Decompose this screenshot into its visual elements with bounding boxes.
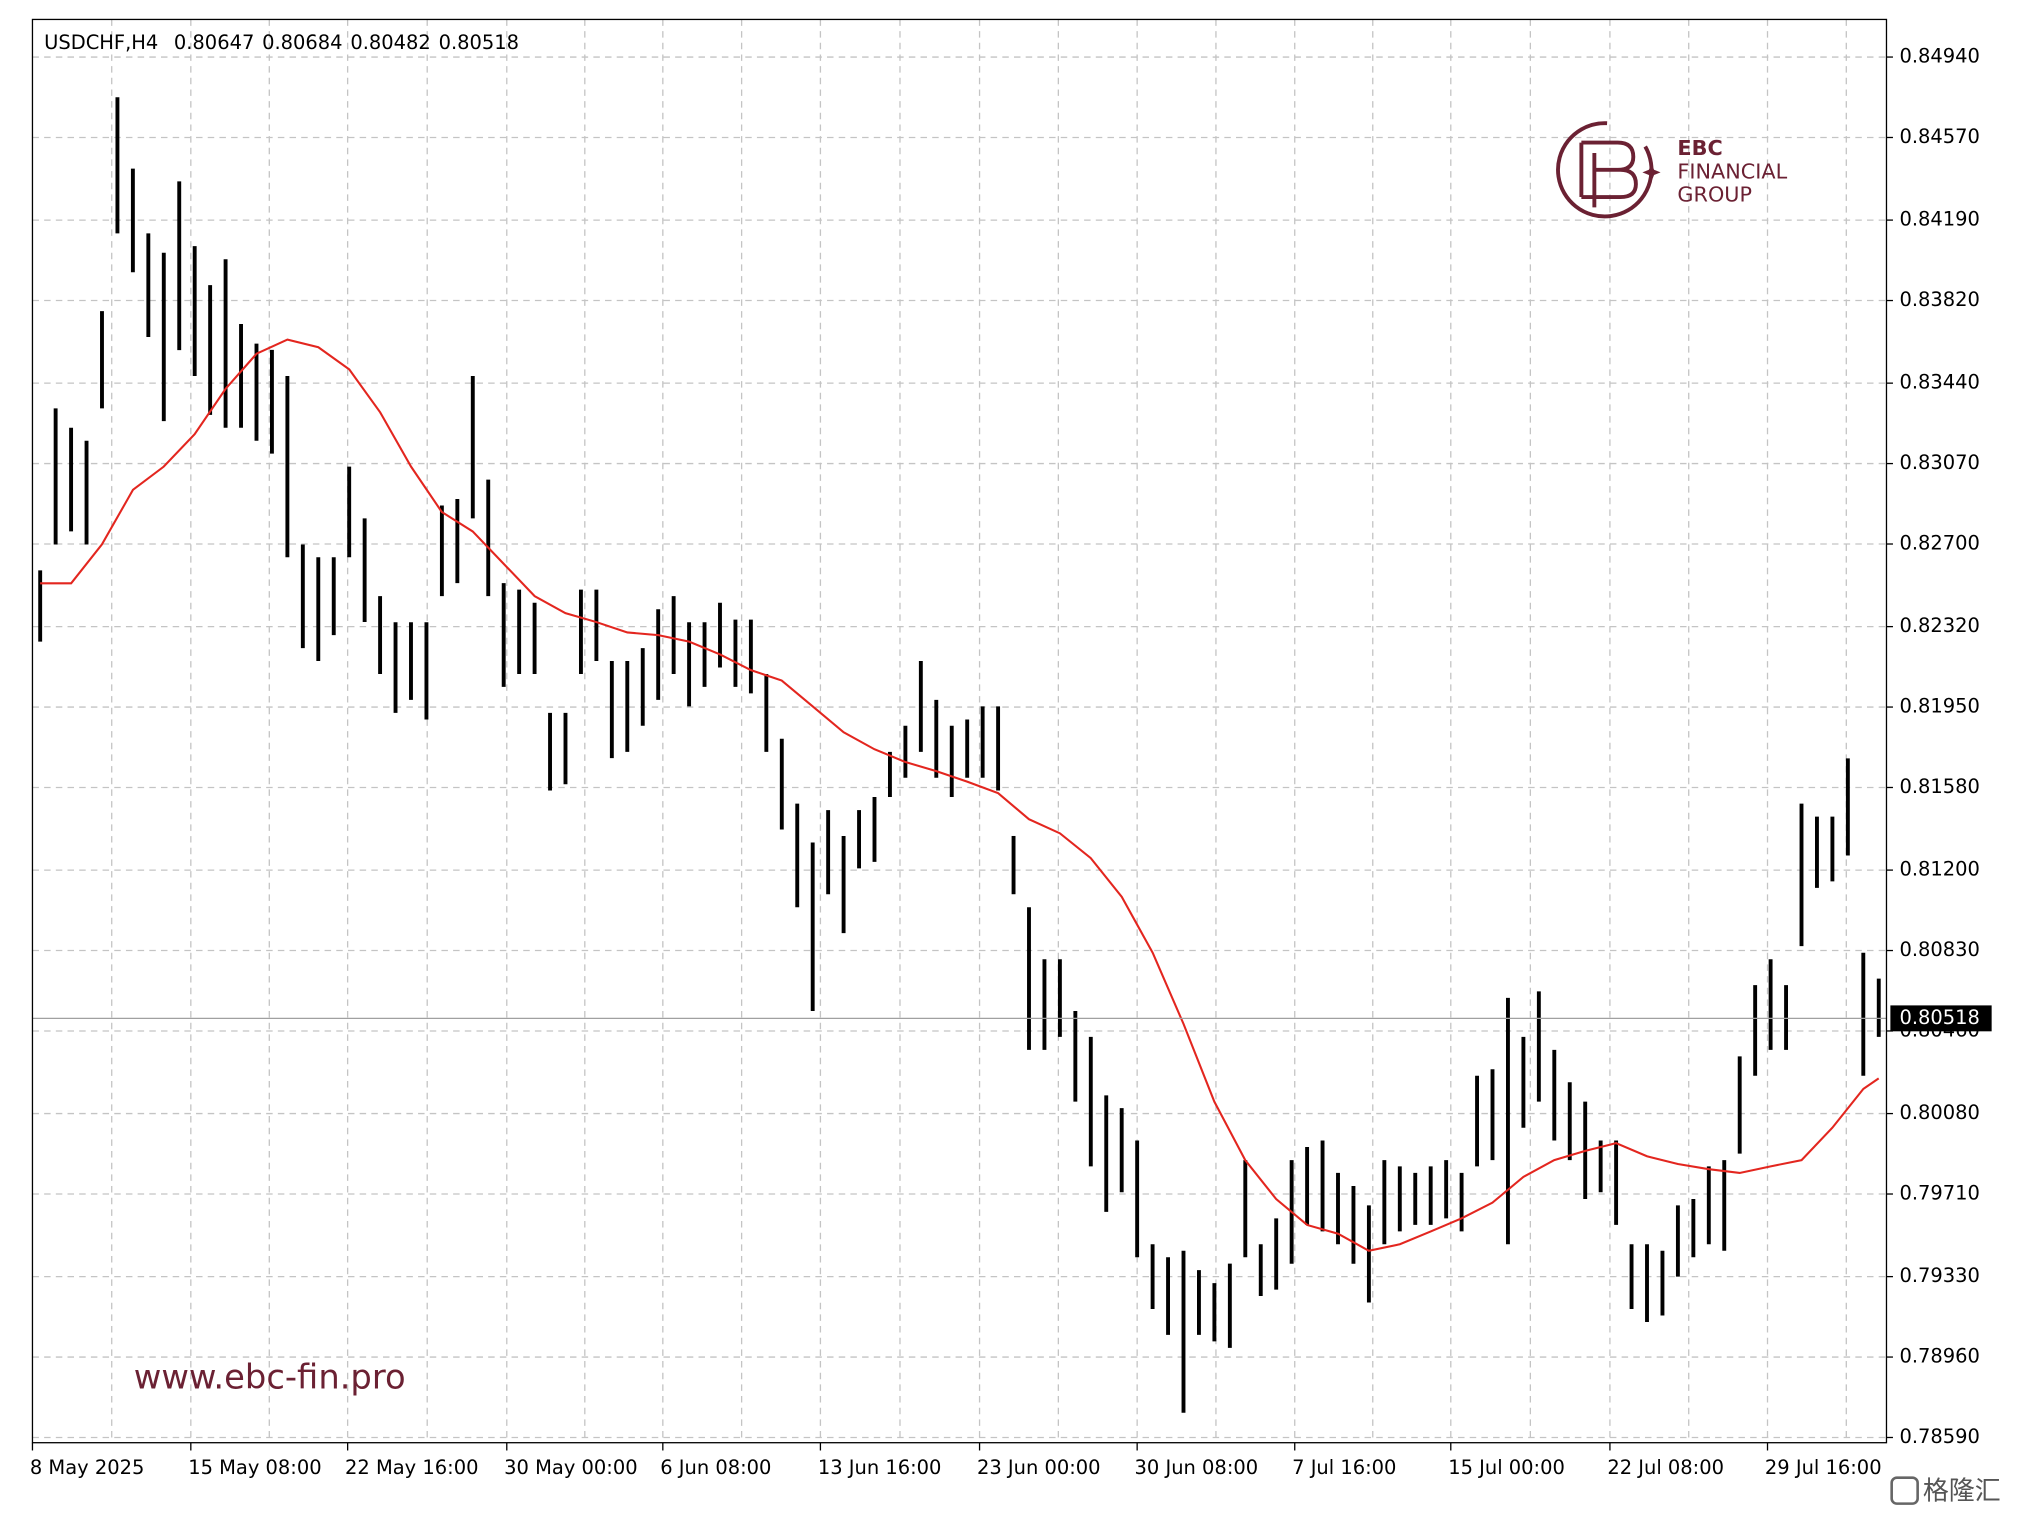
x-tick-label: 22 May 16:00 <box>345 1456 478 1479</box>
y-tick-label: 0.81950 <box>1899 695 1979 718</box>
plot-frame <box>31 18 1888 1444</box>
logo-text: EBC <box>1677 136 1722 160</box>
y-tick-label: 0.84190 <box>1899 208 1979 231</box>
x-tick-label: 22 Jul 08:00 <box>1607 1456 1724 1479</box>
logo-glyph <box>1579 140 1638 208</box>
y-tick-label: 0.83070 <box>1899 451 1979 474</box>
y-tick-label: 0.81580 <box>1899 775 1979 798</box>
watermark: www.ebc-fin.pro <box>134 1358 406 1397</box>
logo-text: GROUP <box>1677 183 1752 207</box>
y-tick-label: 0.84570 <box>1899 125 1979 148</box>
symbol: USDCHF,H4 <box>44 30 158 53</box>
grid <box>32 19 1887 1443</box>
quote: 0.80518 <box>439 30 519 53</box>
logo: EBC FINANCIAL GROUP <box>1556 121 1788 219</box>
y-tick-label: 0.80830 <box>1899 938 1979 961</box>
quote: 0.80647 <box>174 30 254 53</box>
x-tick-label: 13 Jun 16:00 <box>818 1456 942 1479</box>
y-tick-label: 0.81200 <box>1899 858 1979 881</box>
last-price-label: 0.80518 <box>1899 1006 1979 1029</box>
y-tick-label: 0.83820 <box>1899 288 1979 311</box>
moving-average <box>40 338 1880 1252</box>
corner-icon <box>1890 1476 1919 1505</box>
chart-header: USDCHF,H4 0.80647 0.80684 0.80482 0.80518 <box>44 30 519 53</box>
quote: 0.80684 <box>262 30 342 53</box>
y-tick-label: 0.78960 <box>1899 1345 1979 1368</box>
x-tick-label: 7 Jul 16:00 <box>1292 1456 1396 1479</box>
x-tick-label: 23 Jun 00:00 <box>977 1456 1101 1479</box>
y-tick-label: 0.83440 <box>1899 371 1979 394</box>
x-tick-label: 15 Jul 00:00 <box>1448 1456 1565 1479</box>
y-tick-label: 0.82320 <box>1899 614 1979 637</box>
x-tick-label: 6 Jun 08:00 <box>660 1456 771 1479</box>
y-tick-label: 0.80080 <box>1899 1101 1979 1124</box>
quote: 0.80482 <box>350 30 430 53</box>
y-tick-label: 0.79330 <box>1899 1264 1979 1287</box>
y-tick-label: 0.82700 <box>1899 532 1979 555</box>
x-tick-label: 8 May 2025 <box>30 1456 144 1479</box>
last-price-box <box>1890 1005 1992 1032</box>
y-tick-label: 0.84940 <box>1899 45 1979 68</box>
logo-text: FINANCIAL <box>1677 159 1787 183</box>
y-tick-label: 0.79710 <box>1899 1182 1979 1205</box>
y-tick-label: 0.78590 <box>1899 1425 1979 1448</box>
corner-mark: 格隆汇 <box>1890 1476 2001 1506</box>
plot <box>32 97 1887 1413</box>
x-tick-label: 30 May 00:00 <box>504 1456 637 1479</box>
logo-star <box>1642 163 1661 182</box>
x-tick-label: 29 Jul 16:00 <box>1765 1456 1882 1479</box>
x-tick-label: 15 May 08:00 <box>188 1456 321 1479</box>
corner-text: 格隆汇 <box>1923 1476 2001 1506</box>
x-tick-label: 30 Jun 08:00 <box>1135 1456 1259 1479</box>
